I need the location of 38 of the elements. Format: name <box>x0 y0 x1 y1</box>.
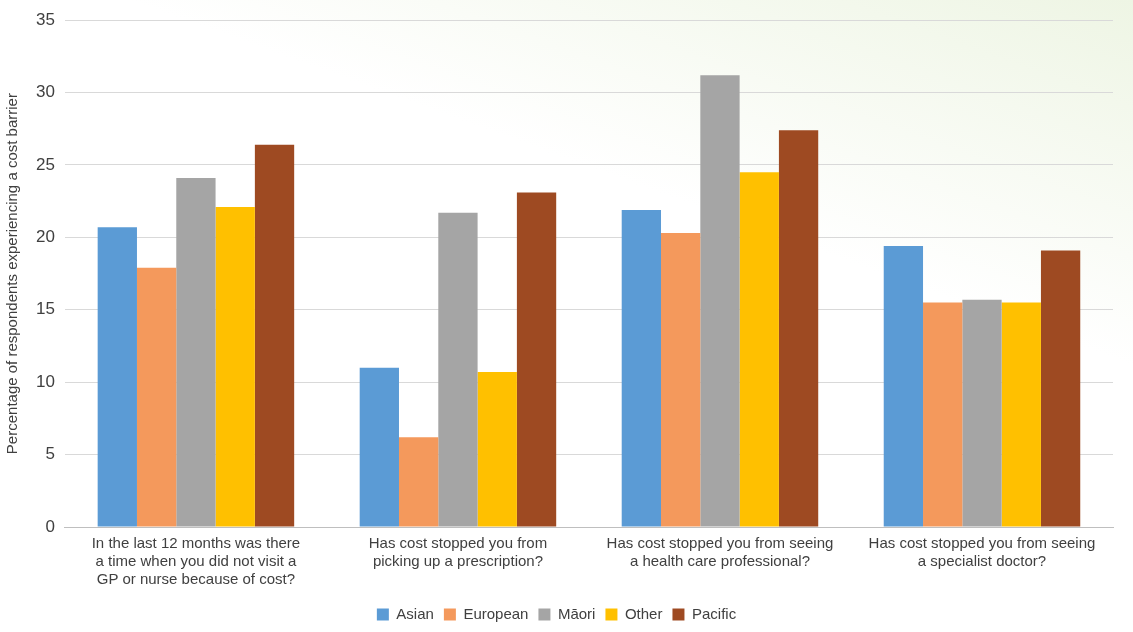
y-tick-label: 10 <box>35 371 55 391</box>
y-axis-title: Percentage of respondents experiencing a cost barrier <box>3 93 21 455</box>
y-tick-label: 25 <box>35 154 55 174</box>
bar <box>398 437 439 527</box>
y-tick-label: 30 <box>35 82 55 102</box>
bar <box>923 302 963 527</box>
y-tick-label: 5 <box>45 444 55 464</box>
legend-label: Other <box>624 604 663 622</box>
bar <box>359 367 399 527</box>
bar <box>215 206 255 527</box>
bar <box>739 172 779 527</box>
bar <box>176 178 216 527</box>
bar <box>136 267 177 527</box>
bar <box>661 233 701 527</box>
x-tick-label: Has cost stopped you from seeing a health care professional? <box>606 534 834 570</box>
y-tick-label: 15 <box>35 299 55 319</box>
bar <box>1040 250 1081 527</box>
bar <box>700 75 740 527</box>
bar <box>516 192 557 527</box>
y-tick-label: 20 <box>35 227 55 247</box>
bar <box>962 299 1002 527</box>
bar <box>477 372 517 527</box>
legend-label: Pacific <box>691 604 737 622</box>
y-tick-label: 0 <box>45 516 55 536</box>
x-tick-label: In the last 12 months was there a time when you did not visit a GP or nurse because of cost? <box>91 534 301 588</box>
legend-label: Asian <box>396 604 434 622</box>
x-tick-label: Has cost stopped you from picking up a prescription? <box>368 534 548 570</box>
legend-label: Māori <box>557 604 596 622</box>
bar <box>254 144 295 527</box>
bar <box>97 227 137 527</box>
bar <box>621 209 662 527</box>
bar <box>883 246 924 527</box>
bar <box>438 212 478 527</box>
bar <box>1001 302 1041 527</box>
y-tick-label: 35 <box>35 9 55 29</box>
bar <box>778 130 819 527</box>
legend-label: European <box>463 604 529 622</box>
x-tick-label: Has cost stopped you from seeing a specialist doctor? <box>868 534 1096 570</box>
